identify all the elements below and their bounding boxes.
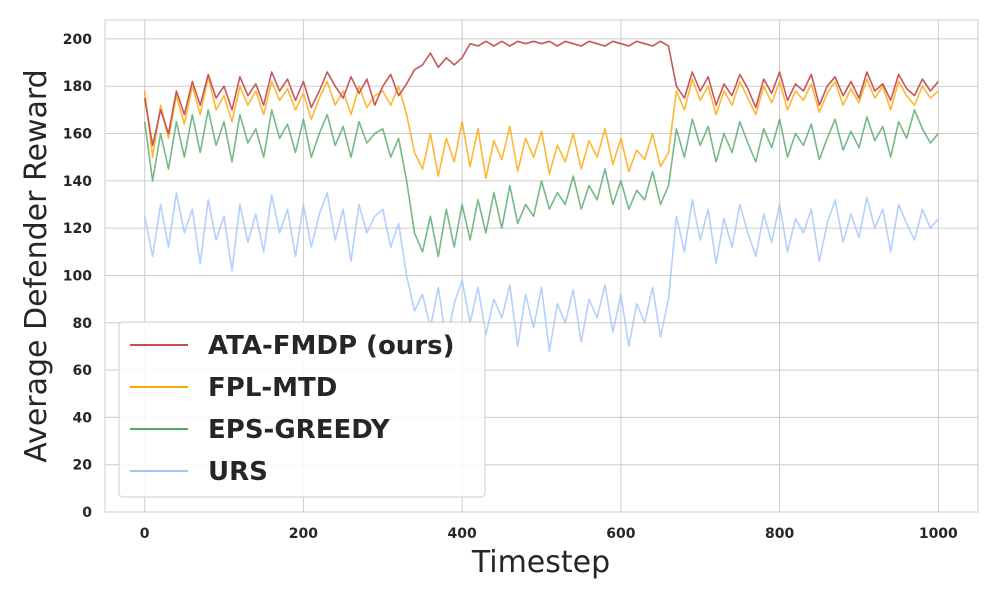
legend-label: URS xyxy=(208,457,268,487)
y-tick-label: 80 xyxy=(73,316,93,332)
x-tick-label: 400 xyxy=(448,526,477,542)
series-line xyxy=(143,76,939,180)
y-tick-label: 200 xyxy=(63,32,92,48)
y-tick-label: 20 xyxy=(73,458,93,474)
x-tick-labels: 0 200 400 600 800 1000 xyxy=(140,526,958,542)
y-tick-labels: 0 20 40 60 80 100 120 140 160 180 200 xyxy=(63,32,92,521)
x-axis-label: Timestep xyxy=(471,545,610,580)
legend-label: FPL-MTD xyxy=(208,373,337,403)
y-tick-label: 140 xyxy=(63,174,92,190)
y-tick-label: 120 xyxy=(63,221,92,237)
y-tick-label: 40 xyxy=(73,410,93,426)
x-tick-label: 1000 xyxy=(919,526,958,542)
series-line xyxy=(143,40,939,147)
series-line xyxy=(143,109,939,258)
series-line xyxy=(143,191,939,352)
x-tick-label: 800 xyxy=(765,526,794,542)
y-tick-label: 100 xyxy=(63,268,92,284)
legend-label: ATA-FMDP (ours) xyxy=(208,331,455,361)
legend: ATA-FMDP (ours) FPL-MTD EPS-GREEDY URS xyxy=(118,321,486,498)
legend-entry-eps-greedy: EPS-GREEDY xyxy=(130,415,391,445)
x-tick-label: 0 xyxy=(140,526,150,542)
legend-entry-urs: URS xyxy=(130,457,268,487)
x-tick-label: 200 xyxy=(289,526,318,542)
y-tick-label: 0 xyxy=(82,505,92,521)
x-tick-label: 600 xyxy=(606,526,635,542)
y-tick-label: 60 xyxy=(73,363,93,379)
series-lines xyxy=(143,40,939,352)
legend-entry-fpl-mtd: FPL-MTD xyxy=(130,373,337,403)
legend-label: EPS-GREEDY xyxy=(208,415,391,445)
legend-entry-ata-fmdp: ATA-FMDP (ours) xyxy=(130,331,455,361)
y-axis-label: Average Defender Reward xyxy=(19,69,54,462)
y-tick-label: 180 xyxy=(63,79,92,95)
legend-box xyxy=(118,321,486,498)
y-tick-label: 160 xyxy=(63,127,92,143)
